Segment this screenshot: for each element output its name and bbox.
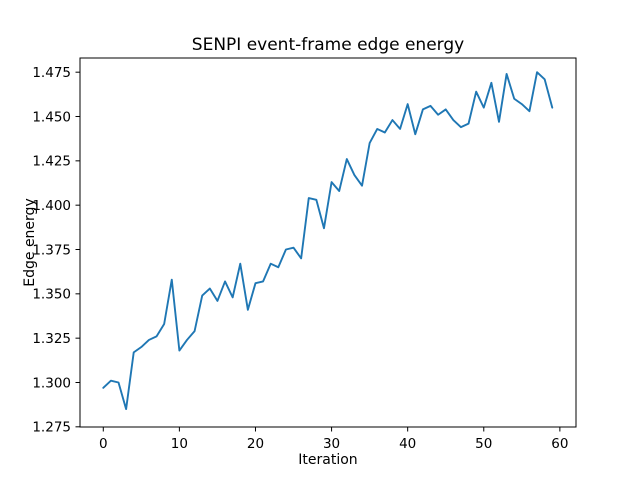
y-tick-label: 1.300 [32,375,71,391]
y-tick-label: 1.400 [32,198,71,214]
x-axis-label: Iteration [298,452,357,468]
y-axis-label: Edge energy [22,198,38,286]
x-tick-label: 60 [551,436,568,452]
y-tick-label: 1.425 [32,154,71,170]
x-tick-label: 40 [399,436,416,452]
axis-spines [79,57,577,428]
y-tick-label: 1.275 [32,420,71,436]
y-tick-label: 1.450 [32,109,71,125]
x-tick-label: 50 [475,436,492,452]
y-tick-label: 1.325 [32,331,71,347]
y-tick-label: 1.475 [32,65,71,81]
x-tick-label: 10 [171,436,188,452]
x-tick-label: 0 [99,436,108,452]
plot-area: 0 10 20 30 40 50 60 1.275 1.300 1.325 1.350 1.375 1.… [32,57,577,452]
chart-title: SENPI event-frame edge energy [192,35,464,55]
x-tick-label: 30 [323,436,340,452]
x-tick-label: 20 [247,436,264,452]
data-line [102,71,554,411]
y-tick-label: 1.375 [32,242,71,258]
y-tick-label: 1.350 [32,287,71,303]
